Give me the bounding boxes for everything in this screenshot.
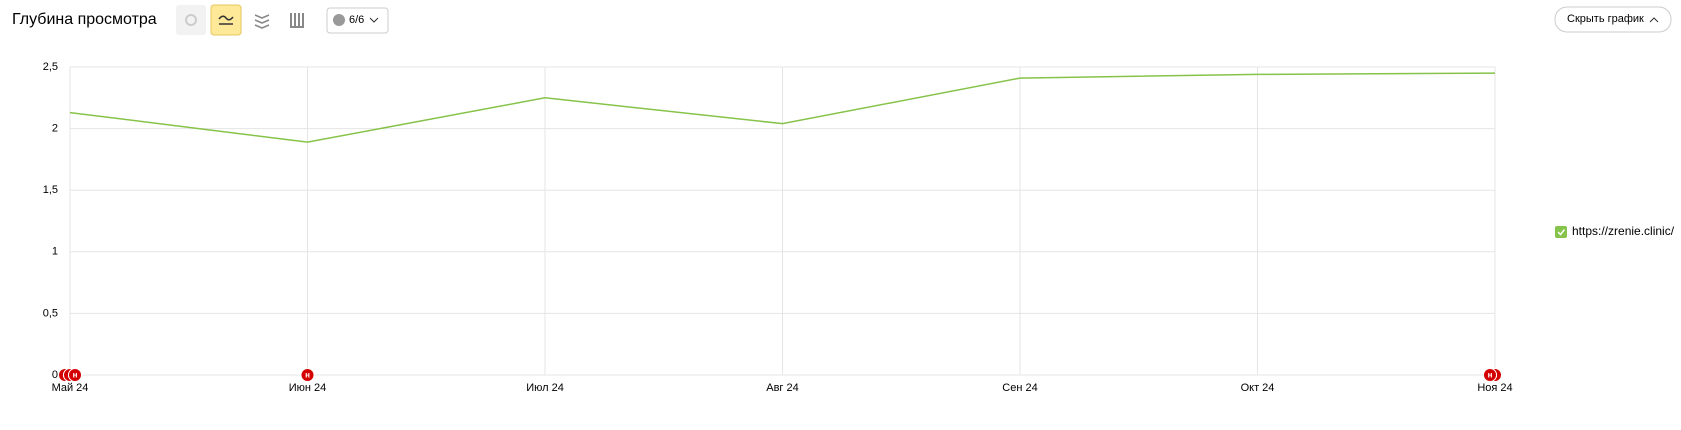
annotation-circle <box>300 368 315 382</box>
annotation-label: н <box>305 371 310 380</box>
x-tick-label: Июл 24 <box>526 382 564 394</box>
chart-type-bar[interactable] <box>290 13 304 28</box>
chart-type-pie[interactable] <box>176 5 206 35</box>
annotation-marker[interactable]: н <box>300 368 315 382</box>
y-tick-label: 1 <box>52 246 58 258</box>
x-tick-label: Май 24 <box>52 382 89 394</box>
y-tick-label: 1,5 <box>43 184 58 196</box>
annotation-circle <box>1483 368 1497 382</box>
comments-count: 6/6 <box>349 14 364 26</box>
hide-chart-label: Скрыть график <box>1567 13 1644 25</box>
x-tick-label: Ноя 24 <box>1477 382 1512 394</box>
chart-type-line[interactable] <box>210 4 242 36</box>
annotation-circle <box>68 368 82 382</box>
chart-type-area[interactable] <box>254 14 270 29</box>
annotation-label: н <box>1488 371 1493 380</box>
series-line <box>69 72 1496 143</box>
chart-title: Глубина просмотра <box>12 11 157 28</box>
x-tick-label: Окт 24 <box>1241 382 1275 394</box>
y-tick-label: 2,5 <box>43 61 58 73</box>
annotation-marker[interactable]: н <box>68 368 82 382</box>
legend-checkbox[interactable] <box>1555 226 1567 238</box>
y-tick-label: 0 <box>52 369 58 381</box>
x-tick-label: Июн 24 <box>289 382 327 394</box>
legend[interactable]: https://zrenie.clinic/ <box>1555 224 1675 238</box>
legend-label: https://zrenie.clinic/ <box>1572 224 1675 238</box>
hide-chart-button[interactable]: Скрыть график <box>1554 6 1672 33</box>
x-tick-label: Авг 24 <box>766 382 798 394</box>
annotation-label: н <box>73 371 78 380</box>
x-tick-label: Сен 24 <box>1002 382 1037 394</box>
y-tick-label: 2 <box>52 123 58 135</box>
grid <box>69 66 1496 376</box>
annotation-marker[interactable]: н <box>1483 368 1497 382</box>
comments-button[interactable]: 6/6 <box>326 7 389 34</box>
y-tick-label: 0,5 <box>43 307 58 319</box>
